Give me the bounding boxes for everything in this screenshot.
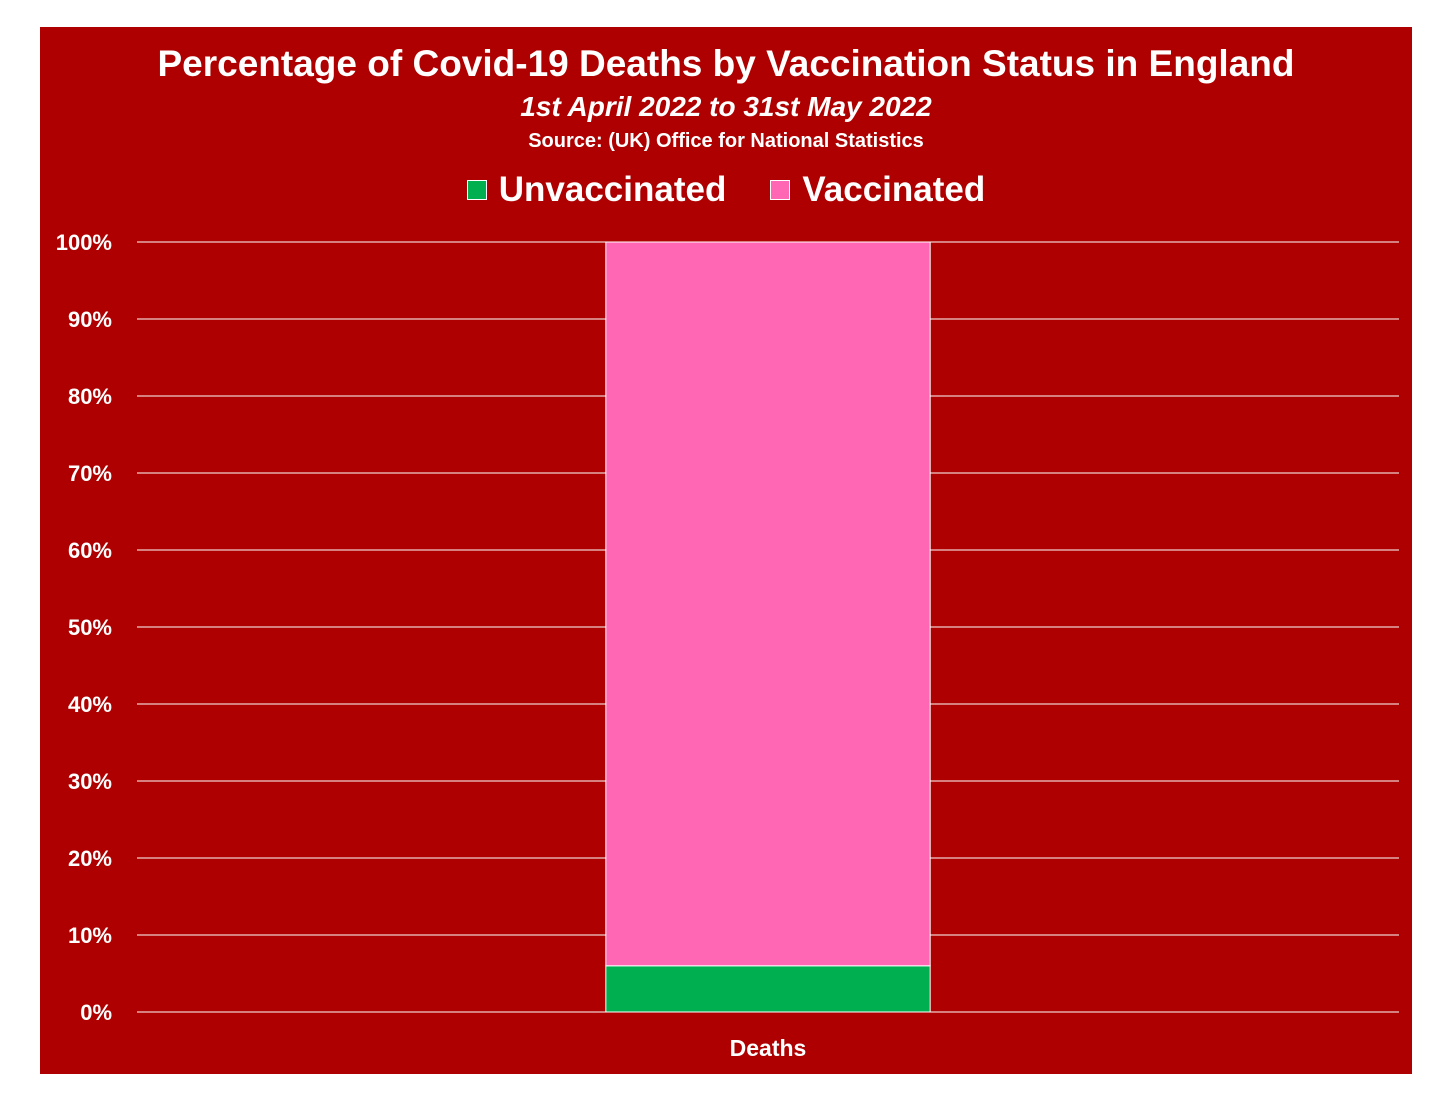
bar-segment-vaccinated (605, 241, 931, 967)
y-tick-label: 50% (68, 615, 112, 640)
legend-item-vaccinated: Vaccinated (770, 170, 985, 210)
y-tick-label: 30% (68, 769, 112, 794)
y-tick-label: 100% (56, 230, 112, 255)
y-tick-label: 0% (80, 1000, 112, 1025)
chart-subtitle: 1st April 2022 to 31st May 2022 (520, 91, 932, 122)
bar-segment-unvaccinated (605, 965, 931, 1013)
chart-title: Percentage of Covid-19 Deaths by Vaccina… (157, 43, 1295, 84)
legend-label-vaccinated: Vaccinated (802, 170, 986, 209)
y-tick-label: 40% (68, 692, 112, 717)
legend: Unvaccinated Vaccinated (40, 170, 1412, 210)
y-tick-label: 20% (68, 846, 112, 871)
chart-source: Source: (UK) Office for National Statist… (528, 130, 924, 152)
legend-swatch-vaccinated (770, 180, 791, 200)
y-tick-label: 70% (68, 461, 112, 486)
y-tick-label: 10% (68, 923, 112, 948)
legend-swatch-unvaccinated (466, 180, 487, 200)
plot-area: 0% 10% 20% 30% 40% 50% 60% 70% 80% 90% 100% Deaths (56, 230, 1399, 1061)
y-tick-label: 90% (68, 307, 112, 332)
legend-item-unvaccinated: Unvaccinated (466, 170, 727, 210)
y-tick-label: 80% (68, 384, 112, 409)
legend-label-unvaccinated: Unvaccinated (498, 170, 727, 209)
x-tick-label: Deaths (730, 1035, 807, 1061)
y-tick-label: 60% (68, 538, 112, 563)
chart-frame: Percentage of Covid-19 Deaths by Vaccina… (40, 27, 1412, 1074)
